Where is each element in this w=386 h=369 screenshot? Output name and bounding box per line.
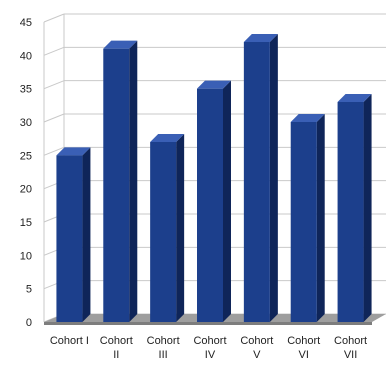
bar bbox=[243, 34, 278, 322]
bar bbox=[197, 80, 231, 323]
bar-top bbox=[103, 40, 138, 49]
bar-side bbox=[363, 94, 372, 322]
x-category-label: Cohort II bbox=[100, 335, 133, 361]
bar-top bbox=[243, 34, 278, 42]
bar-top bbox=[337, 94, 372, 102]
bar-front bbox=[197, 88, 223, 323]
bar-top bbox=[150, 134, 185, 142]
bar bbox=[103, 40, 138, 323]
y-tick-label: 20 bbox=[20, 184, 32, 196]
x-category-label: Cohort I bbox=[50, 335, 89, 347]
bar-top bbox=[290, 114, 325, 122]
y-tick-label: 5 bbox=[26, 284, 32, 296]
gridline-side bbox=[43, 113, 65, 123]
y-tick-label: 30 bbox=[20, 117, 32, 129]
gridline-side bbox=[43, 46, 65, 56]
bar-top bbox=[56, 147, 91, 156]
bar-front bbox=[56, 155, 83, 322]
y-axis-tick-labels: 0 5 10 15 20 25 30 35 40 45 bbox=[20, 17, 32, 329]
bar-side bbox=[223, 80, 231, 323]
bar bbox=[56, 147, 91, 322]
y-tick-label: 45 bbox=[20, 17, 32, 29]
x-category-label: Cohort IV bbox=[193, 335, 226, 361]
gridline-side bbox=[43, 13, 65, 23]
bar-front bbox=[290, 122, 317, 322]
bar-front bbox=[103, 48, 130, 323]
bar-side bbox=[129, 40, 138, 323]
x-category-label: Cohort VI bbox=[287, 335, 320, 361]
y-tick-label: 35 bbox=[20, 84, 32, 96]
bar bbox=[150, 134, 185, 322]
bar-side bbox=[316, 114, 325, 322]
x-axis-category-labels: Cohort I Cohort II Cohort III Cohort IV Cohort V… bbox=[50, 335, 367, 361]
bar-side bbox=[269, 34, 278, 322]
x-category-label: Cohort III bbox=[147, 335, 180, 361]
bar-top bbox=[197, 80, 231, 89]
x-category-label: Cohort VII bbox=[334, 335, 367, 361]
bar-front bbox=[337, 102, 364, 322]
y-tick-label: 10 bbox=[20, 250, 32, 262]
y-tick-label: 15 bbox=[20, 217, 32, 229]
gridline-side bbox=[43, 80, 65, 90]
bar-side bbox=[82, 147, 91, 322]
bar bbox=[337, 94, 372, 322]
y-tick-label: 40 bbox=[20, 50, 32, 62]
y-tick-label: 0 bbox=[26, 317, 32, 329]
y-tick-label: 25 bbox=[20, 150, 32, 162]
bar-side bbox=[176, 134, 185, 322]
floor-edge bbox=[44, 322, 372, 325]
gridline-side bbox=[43, 146, 65, 156]
bar-front bbox=[243, 42, 270, 322]
x-category-label: Cohort V bbox=[240, 335, 273, 361]
bar-front bbox=[150, 142, 177, 322]
bar-layer bbox=[56, 34, 372, 323]
bar bbox=[290, 114, 325, 322]
